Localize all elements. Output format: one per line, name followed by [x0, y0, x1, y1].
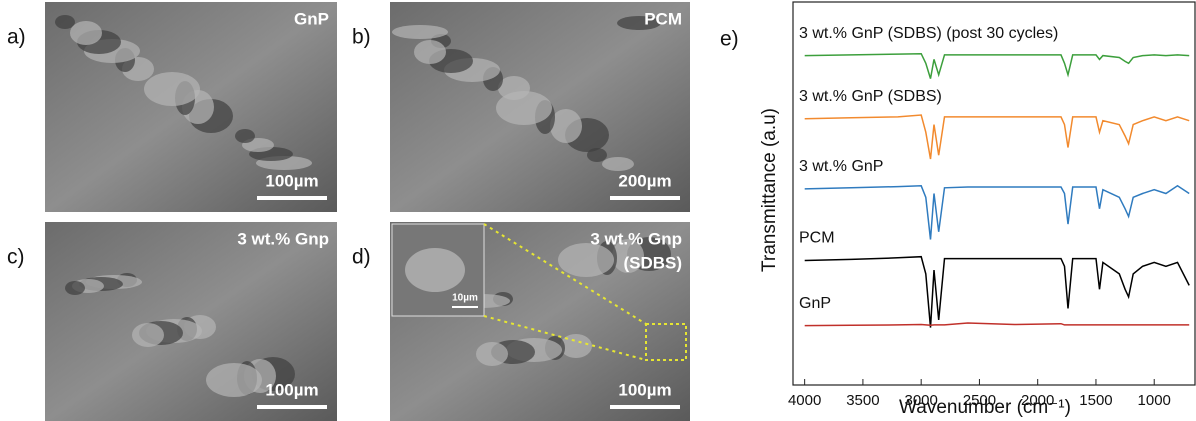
panel-label: a): [7, 26, 26, 49]
spectrum-line: [805, 115, 1189, 159]
series-label: PCM: [799, 230, 835, 247]
x-tick-label: 4000: [788, 392, 821, 409]
x-tick-label: 2500: [963, 392, 996, 409]
particle: [235, 129, 255, 143]
spectrum-line: [805, 186, 1189, 240]
particle: [602, 157, 634, 171]
x-tick-label: 1500: [1079, 392, 1112, 409]
particle: [70, 21, 102, 45]
panel-label: b): [352, 26, 371, 49]
panel-label: c): [7, 246, 25, 269]
particle: [496, 91, 552, 125]
x-tick-label: 3000: [904, 392, 937, 409]
panel-label: d): [352, 246, 371, 269]
plot-frame: [793, 2, 1195, 385]
sample-name: PCM: [644, 9, 682, 28]
particle: [65, 281, 85, 295]
x-tick-label: 1000: [1138, 392, 1171, 409]
sample-name: 3 wt.% Gnp: [237, 229, 329, 248]
particle: [132, 323, 164, 347]
y-axis-label: Transmittance (a.u): [759, 108, 780, 272]
scale-bar: [257, 196, 327, 200]
sample-name: (SDBS): [623, 253, 682, 272]
scale-bar: [610, 405, 680, 409]
sample-name: 3 wt.% Gnp: [590, 229, 682, 248]
particle: [587, 148, 607, 162]
spectrum-line: [805, 257, 1189, 328]
x-tick-label: 2000: [1021, 392, 1054, 409]
scale-bar: [257, 405, 327, 409]
series-label: 3 wt.% GnP: [799, 158, 883, 175]
series-label: 3 wt.% GnP (SDBS): [799, 88, 942, 105]
spectrum-line: [805, 323, 1189, 326]
x-tick-label: 3500: [846, 392, 879, 409]
particle: [414, 40, 446, 64]
spectrum-line: [805, 54, 1189, 79]
particle: [476, 342, 508, 366]
inset-scale-label: 10µm: [452, 293, 478, 304]
scale-bar: [610, 196, 680, 200]
scale-label: 100µm: [265, 171, 318, 190]
series-label: GnP: [799, 295, 831, 312]
particle: [206, 363, 262, 397]
particle: [144, 72, 200, 106]
sample-name: GnP: [294, 9, 329, 28]
particle: [392, 25, 448, 39]
series-label: 3 wt.% GnP (SDBS) (post 30 cycles): [799, 25, 1058, 42]
particle: [405, 248, 465, 292]
scale-label: 100µm: [265, 380, 318, 399]
particle: [55, 15, 75, 29]
scale-bar: [452, 306, 478, 308]
figure: e) Wavenumber (cm⁻¹) Transmittance (a.u)…: [0, 0, 1196, 421]
panel-label: e): [720, 28, 739, 51]
scale-label: 100µm: [618, 380, 671, 399]
scale-label: 200µm: [618, 171, 671, 190]
